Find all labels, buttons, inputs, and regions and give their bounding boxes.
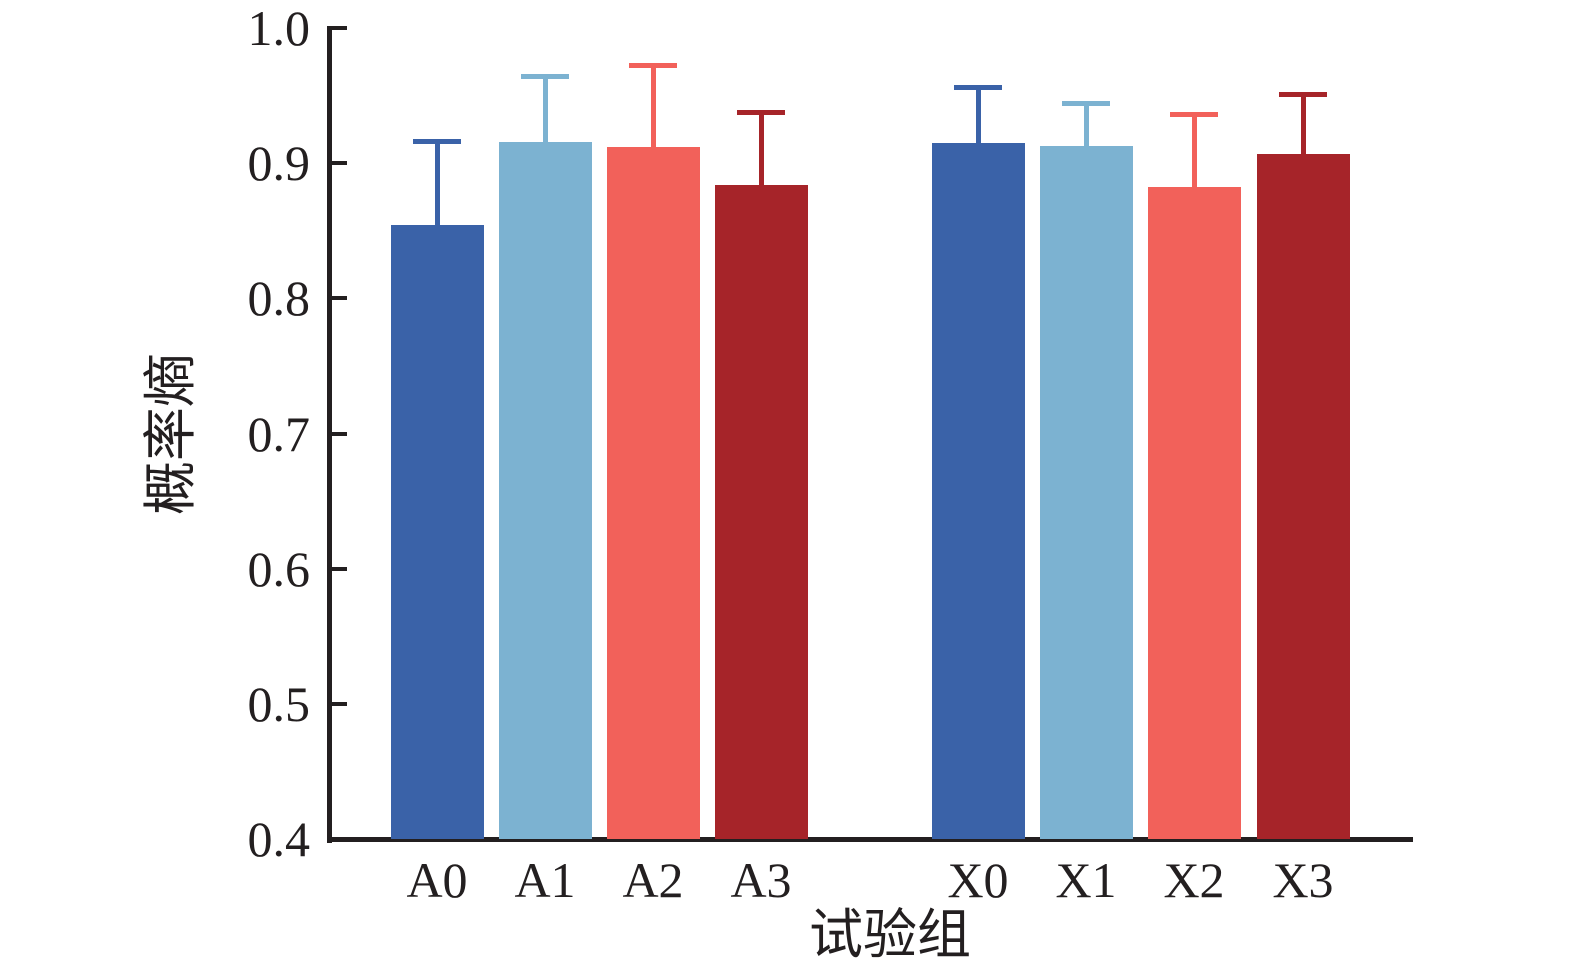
x-tick-label-X1: X1	[1055, 852, 1117, 908]
bar-X1	[1039, 145, 1133, 839]
error-bar-stem-A1	[542, 73, 548, 142]
x-axis-spine	[327, 837, 1413, 842]
x-tick-label-X0: X0	[947, 852, 1009, 908]
y-tick-mark-0.4	[332, 837, 347, 841]
y-tick-label-0.7: 0.7	[247, 405, 311, 462]
bar-X0	[931, 142, 1025, 839]
x-tick-label-A0: A0	[406, 852, 468, 908]
y-tick-mark-0.7	[332, 431, 347, 436]
bar-A1	[498, 141, 592, 839]
y-axis-spine	[327, 26, 332, 843]
x-tick-label-A1: A1	[514, 852, 576, 908]
y-tick-mark-0.6	[332, 566, 347, 571]
bar-X2	[1147, 187, 1241, 839]
error-bar-cap-X2	[1170, 111, 1218, 117]
error-bar-cap-A2	[629, 63, 677, 69]
bar-A0	[390, 225, 484, 839]
error-bar-cap-A3	[737, 110, 785, 116]
y-tick-mark-0.9	[332, 161, 347, 166]
error-bar-cap-A0	[413, 138, 461, 144]
error-bar-stem-A0	[434, 138, 440, 226]
error-bar-stem-A3	[758, 110, 764, 185]
error-bar-cap-A1	[521, 73, 569, 79]
x-axis-title: 试验组	[809, 905, 971, 965]
error-bar-stem-X3	[1300, 91, 1306, 154]
y-tick-label-0.8: 0.8	[247, 270, 311, 327]
y-axis-title: 概率熵	[141, 353, 201, 515]
y-tick-mark-1.0	[332, 26, 347, 30]
y-tick-mark-0.5	[332, 701, 347, 706]
error-bar-cap-X1	[1062, 100, 1110, 106]
x-tick-label-X3: X3	[1272, 852, 1334, 908]
y-tick-label-0.5: 0.5	[247, 675, 311, 732]
x-tick-label-X2: X2	[1163, 852, 1225, 908]
y-tick-label-0.6: 0.6	[247, 540, 311, 597]
y-tick-label-1.0: 1.0	[247, 0, 311, 56]
error-bar-cap-X3	[1279, 91, 1327, 97]
error-bar-cap-X0	[954, 84, 1002, 90]
y-tick-mark-0.8	[332, 296, 347, 301]
x-tick-label-A2: A2	[622, 852, 684, 908]
error-bar-stem-X2	[1191, 111, 1197, 188]
bar-A2	[606, 146, 700, 839]
error-bar-stem-X0	[975, 84, 981, 143]
bar-X3	[1256, 153, 1350, 839]
error-bar-stem-X1	[1083, 100, 1089, 146]
y-tick-label-0.4: 0.4	[247, 811, 311, 867]
error-bar-stem-A2	[650, 63, 656, 147]
x-tick-label-A3: A3	[730, 852, 792, 908]
y-tick-label-0.9: 0.9	[247, 135, 311, 192]
bar-A3	[714, 184, 808, 839]
